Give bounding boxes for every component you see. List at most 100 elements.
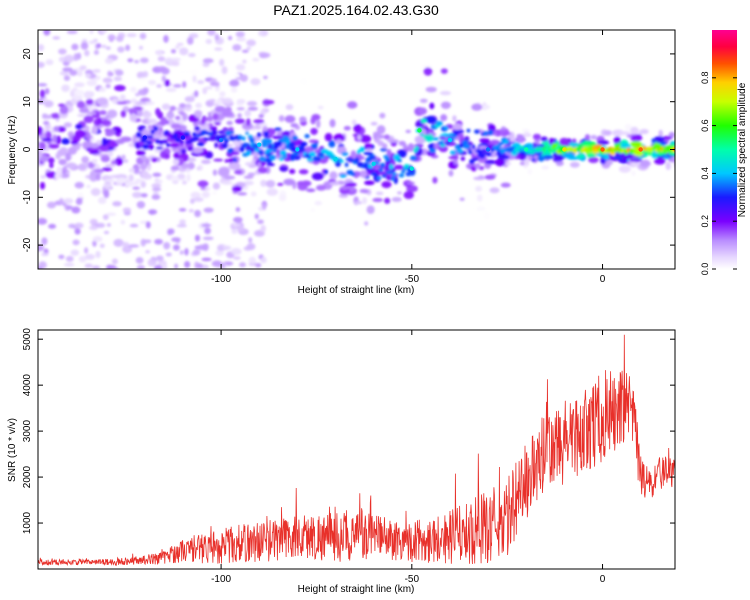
heatmap-cell xyxy=(603,130,612,136)
heatmap-cell xyxy=(474,129,481,134)
heatmap-cell xyxy=(415,145,419,151)
heatmap-cell xyxy=(478,153,486,159)
heatmap-cell xyxy=(160,116,168,126)
heatmap-cell xyxy=(152,172,162,177)
heatmap-cell xyxy=(95,173,101,181)
y-tick-label: -10 xyxy=(22,190,33,205)
heatmap-cell xyxy=(86,79,98,87)
heatmap-cell xyxy=(359,134,372,143)
heatmap-cell xyxy=(339,173,347,178)
heatmap-cell xyxy=(192,249,201,256)
heatmap-cell xyxy=(205,86,213,90)
heatmap-cell xyxy=(63,75,71,81)
heatmap-cell xyxy=(40,174,46,179)
heatmap-cell xyxy=(468,149,473,155)
heatmap-cell xyxy=(630,126,639,135)
x-tick-label: -100 xyxy=(211,274,231,285)
heatmap-cell xyxy=(194,245,200,249)
colorbar-tick-label: 0.2 xyxy=(700,215,710,228)
heatmap-cell xyxy=(188,208,195,213)
snr-series-line xyxy=(38,334,675,567)
heatmap-cell xyxy=(41,137,53,142)
heatmap-cell xyxy=(125,44,131,51)
heatmap-cell xyxy=(364,221,369,226)
heatmap-cell xyxy=(335,139,343,145)
y-tick-label: 4000 xyxy=(22,374,33,397)
heatmap-cell xyxy=(38,61,45,68)
heatmap-cell xyxy=(65,162,77,169)
heatmap-cell xyxy=(172,148,177,152)
ridge-point xyxy=(524,147,529,152)
heatmap-cell xyxy=(120,219,126,225)
heatmap-cell xyxy=(88,225,98,231)
heatmap-cell xyxy=(590,134,598,140)
heatmap-cell xyxy=(261,138,273,145)
heatmap-cell xyxy=(214,81,220,87)
heatmap-cell xyxy=(238,134,243,141)
heatmap-cell xyxy=(266,188,278,196)
heatmap-cell xyxy=(298,169,309,175)
heatmap-cell xyxy=(214,122,221,126)
heatmap-cell xyxy=(161,67,170,75)
ridge-point xyxy=(562,147,567,152)
heatmap-cell xyxy=(618,165,631,173)
heatmap-cell xyxy=(77,192,84,199)
heatmap-cell xyxy=(163,241,171,250)
heatmap-cell xyxy=(405,181,415,185)
heatmap-cell xyxy=(58,254,65,260)
heatmap-cell xyxy=(423,67,433,76)
heatmap-cell xyxy=(58,48,67,55)
heatmap-cell xyxy=(542,154,554,160)
heatmap-cell xyxy=(103,190,110,199)
heatmap-cell xyxy=(523,131,530,136)
heatmap-cell xyxy=(148,80,157,86)
heatmap-cell xyxy=(266,162,275,167)
heatmap-cell xyxy=(258,114,264,119)
y-tick-label: 20 xyxy=(22,48,33,60)
heatmap-cell xyxy=(90,188,101,196)
heatmap-cell xyxy=(197,80,205,85)
heatmap-cell xyxy=(338,193,349,198)
heatmap-cell xyxy=(65,255,74,262)
heatmap-cell xyxy=(203,117,209,122)
heatmap-cell xyxy=(221,66,228,75)
heatmap-cell xyxy=(83,90,93,100)
heatmap-cell xyxy=(494,144,501,150)
heatmap-cell xyxy=(262,126,268,132)
heatmap-cell xyxy=(440,101,451,110)
heatmap-cell xyxy=(476,206,486,212)
heatmap-cell xyxy=(296,181,305,186)
heatmap-cell xyxy=(639,128,649,135)
heatmap-cell xyxy=(55,118,60,122)
heatmap-cell xyxy=(368,155,377,161)
heatmap-cell xyxy=(216,99,223,105)
heatmap-cell xyxy=(207,111,212,116)
heatmap-cell xyxy=(215,249,225,257)
heatmap-cell xyxy=(381,181,392,189)
heatmap-cell xyxy=(186,173,191,182)
heatmap-cell xyxy=(75,198,83,206)
heatmap-cell xyxy=(136,264,145,269)
heatmap-cell xyxy=(317,152,325,157)
heatmap-cell xyxy=(201,191,210,198)
heatmap-cell xyxy=(353,171,360,179)
heatmap-cell xyxy=(329,119,336,128)
heatmap-cell xyxy=(102,77,113,84)
heatmap-cell xyxy=(62,165,68,172)
heatmap-cell xyxy=(136,201,146,209)
heatmap-cell xyxy=(234,169,243,175)
heatmap-cell xyxy=(248,237,253,243)
heatmap-cell xyxy=(99,243,105,249)
heatmap-cell xyxy=(45,59,54,66)
heatmap-cell xyxy=(193,197,204,202)
heatmap-cell xyxy=(184,248,189,256)
heatmap-cell xyxy=(407,143,415,152)
heatmap-cell xyxy=(167,228,175,235)
heatmap-cell xyxy=(415,121,422,128)
heatmap-cell xyxy=(237,113,242,119)
heatmap-cell xyxy=(681,151,689,160)
heatmap-cell xyxy=(533,154,538,160)
heatmap-cell xyxy=(285,104,294,111)
heatmap-cell xyxy=(98,143,110,152)
heatmap-cell xyxy=(461,139,469,145)
